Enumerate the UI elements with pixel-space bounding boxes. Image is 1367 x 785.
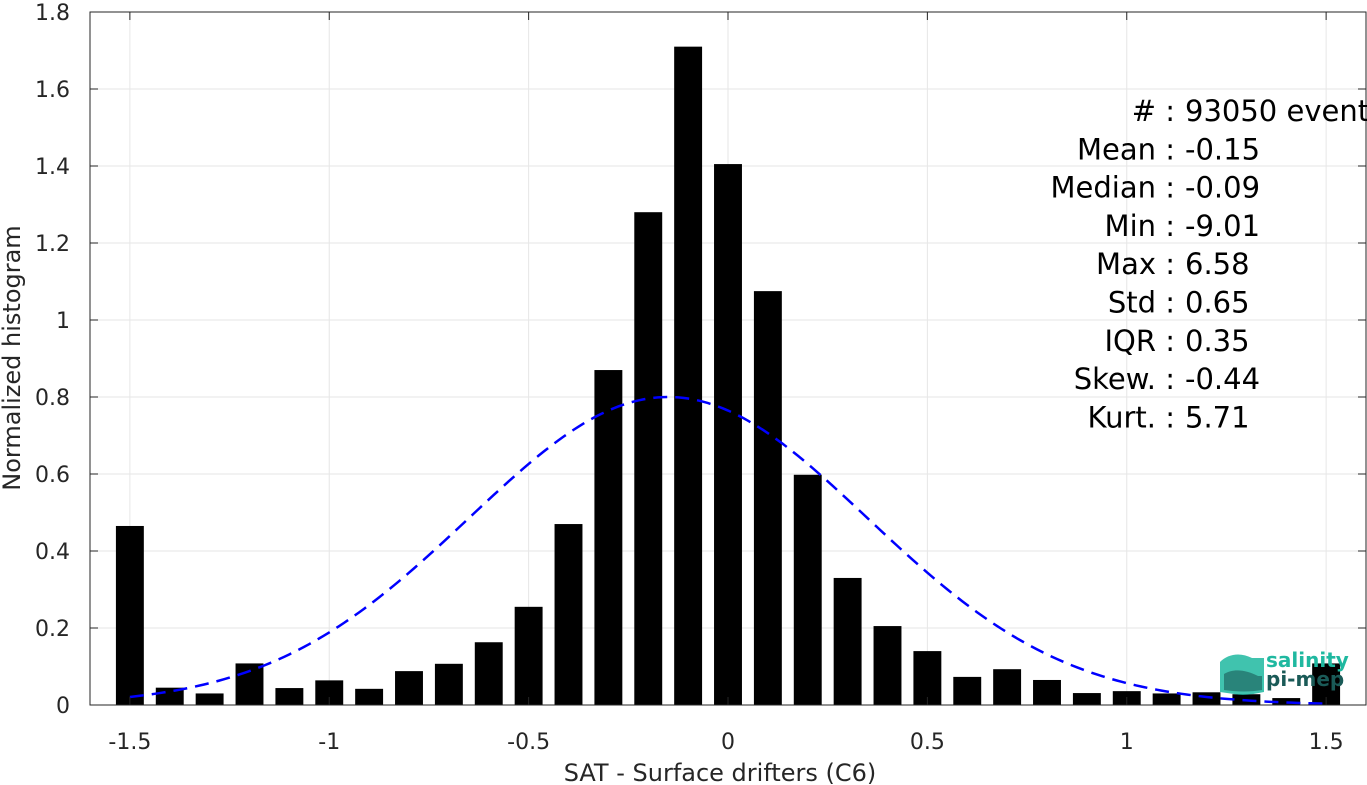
- histogram-bar: [514, 606, 543, 705]
- histogram-bar: [1152, 693, 1181, 705]
- histogram-bar: [793, 474, 822, 705]
- x-tick-label: 0: [721, 730, 735, 755]
- histogram-bars: [115, 46, 1341, 705]
- stat-label: Kurt. :: [1088, 400, 1175, 434]
- x-tick-label: 0.5: [910, 730, 945, 755]
- logo-text-salinity: salinity: [1266, 648, 1349, 672]
- stat-label: Mean :: [1077, 132, 1175, 166]
- stat-value: -0.44: [1185, 362, 1260, 396]
- histogram-bar: [714, 164, 742, 705]
- stat-label: Skew. :: [1074, 362, 1175, 396]
- y-axis-ticks: 0 0.2 0.4 0.6 0.8 1 1.2 1.4 1.6 1.8: [35, 1, 1366, 719]
- stat-label: Median :: [1051, 171, 1175, 205]
- histogram-bar: [674, 46, 703, 705]
- x-axis-ticks: -1.5 -1 -0.5 0 0.5 1 1.5: [108, 12, 1344, 755]
- histogram-bar: [275, 688, 304, 705]
- histogram-bar: [235, 663, 264, 705]
- histogram-bar: [873, 626, 902, 705]
- histogram-bar: [1272, 698, 1301, 705]
- histogram-bar: [554, 524, 583, 705]
- stat-value: 6.58: [1185, 247, 1250, 281]
- stat-label: Std :: [1108, 286, 1175, 320]
- histogram-bar: [115, 525, 144, 705]
- y-tick-label: 0.8: [35, 386, 70, 411]
- histogram-bar: [195, 693, 224, 705]
- histogram-bar: [634, 212, 663, 705]
- y-tick-label: 0.2: [35, 617, 70, 642]
- y-tick-label: 0.6: [35, 463, 70, 488]
- histogram-bar: [913, 651, 942, 705]
- y-tick-label: 0: [56, 694, 70, 719]
- salinity-pimep-logo: salinity pi-mep: [1220, 648, 1349, 695]
- stat-label: IQR :: [1104, 324, 1175, 358]
- logo-text-pimep: pi-mep: [1266, 667, 1344, 691]
- x-axis-label: SAT - Surface drifters (C6): [564, 759, 877, 785]
- logo-wave-icon-dark: [1224, 670, 1262, 692]
- histogram-bar: [355, 688, 384, 705]
- y-tick-label: 0.4: [35, 540, 70, 565]
- histogram-bar: [474, 642, 503, 705]
- x-tick-label: -0.5: [507, 730, 550, 755]
- y-tick-label: 1.2: [35, 232, 70, 257]
- x-tick-label: 1.5: [1309, 730, 1344, 755]
- y-axis-label: Normalized histogram: [0, 225, 26, 490]
- y-tick-label: 1.6: [35, 78, 70, 103]
- stat-label: # :: [1132, 94, 1175, 128]
- stat-label: Max :: [1096, 247, 1175, 281]
- stat-value: 93050 events: [1185, 94, 1367, 128]
- stat-value: -9.01: [1185, 209, 1260, 243]
- gaussian-fit-curve: [129, 395, 1327, 705]
- histogram-bar: [1072, 693, 1101, 705]
- stat-value: 0.35: [1185, 324, 1250, 358]
- histogram-bar: [993, 669, 1022, 705]
- stat-value: -0.09: [1185, 171, 1260, 205]
- stat-label: Min :: [1105, 209, 1175, 243]
- histogram-bar: [395, 671, 423, 705]
- histogram-bar: [753, 291, 782, 705]
- stat-value: 5.71: [1185, 400, 1250, 434]
- histogram-bar: [833, 577, 862, 705]
- x-tick-label: -1.5: [108, 730, 151, 755]
- histogram-bar: [953, 676, 982, 705]
- histogram-bar: [594, 370, 623, 705]
- histogram-bar: [434, 663, 463, 705]
- stat-value: -0.15: [1185, 132, 1260, 166]
- y-tick-label: 1: [56, 309, 70, 334]
- y-tick-label: 1.4: [35, 155, 70, 180]
- histogram-bar: [1033, 679, 1061, 705]
- y-tick-label: 1.8: [35, 1, 70, 26]
- x-tick-label: -1: [318, 730, 340, 755]
- stat-value: 0.65: [1185, 286, 1250, 320]
- x-tick-label: 1: [1120, 730, 1134, 755]
- histogram-bar: [1192, 692, 1221, 705]
- statistics-panel: # : 93050 events Mean : -0.15 Median : -0.09 M…: [1051, 94, 1367, 434]
